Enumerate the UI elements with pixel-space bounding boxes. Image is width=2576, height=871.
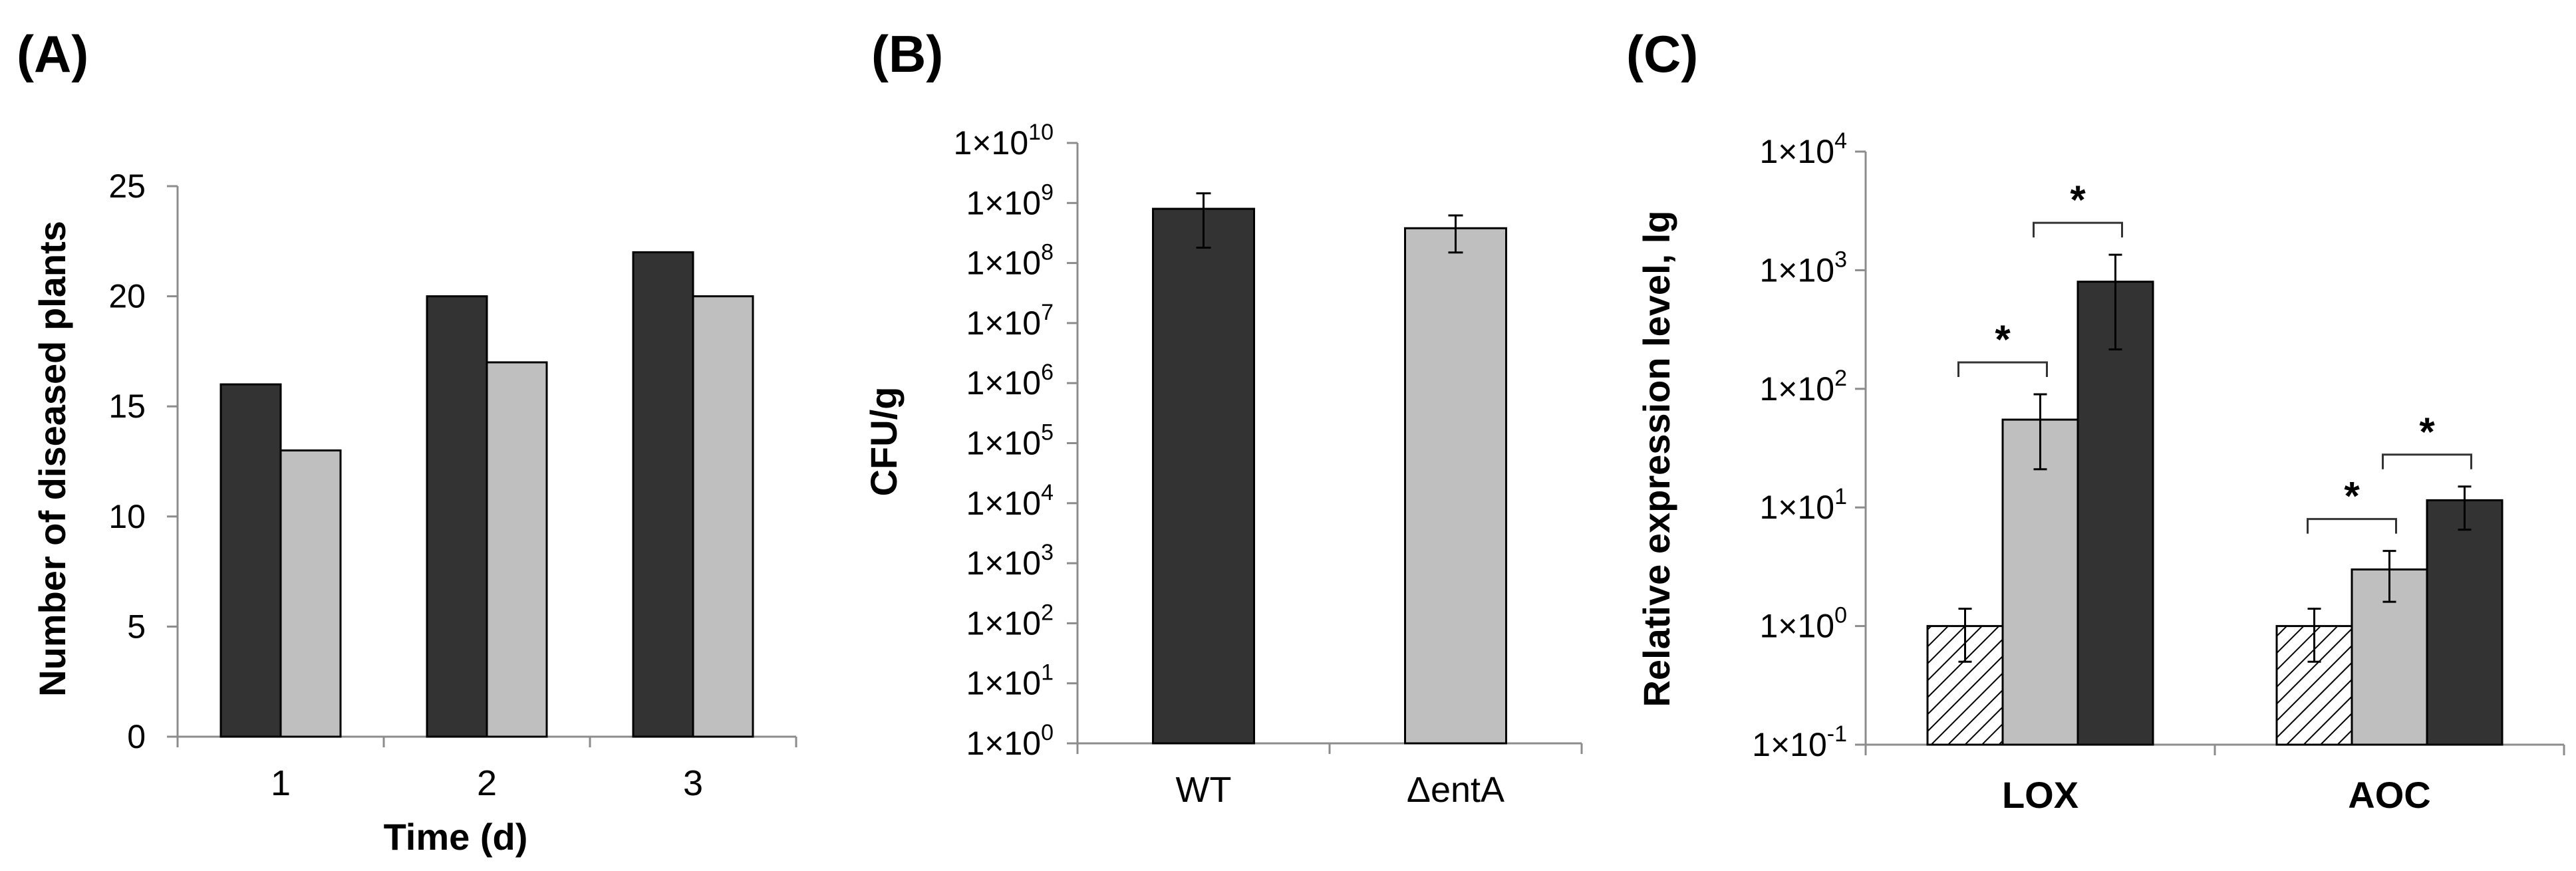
chart-b-ytick-label: 1×107: [966, 300, 1054, 342]
chart-b-ytick-label: 1×100: [966, 720, 1054, 762]
chart-b-ytick-label: 1×103: [966, 540, 1054, 582]
chart-a-ytick-label: 25: [108, 168, 146, 205]
chart-a-bar-dark: [426, 295, 488, 738]
chart-c-significance-bracket: [2307, 518, 2397, 534]
chart-b-ytick-label: 1×104: [966, 480, 1054, 522]
chart-b-bar: [1152, 207, 1255, 745]
chart-a-xlabel: Time (d): [384, 816, 528, 858]
chart-b-xtick-label: WT: [1176, 770, 1232, 810]
chart-c-ytick-label: 1×103: [1759, 247, 1847, 289]
chart-c-ytick-label: 1×104: [1759, 128, 1847, 170]
chart-a-ytick-label: 10: [108, 498, 146, 535]
chart-a-bar-dark: [632, 251, 694, 738]
chart-c-significance-star: *: [2419, 410, 2435, 454]
chart-b-ytick-label: 1×105: [966, 420, 1054, 462]
chart-c-ylabel: Relative expression level, lg: [1636, 210, 1677, 707]
chart-c-bar-dark: [2426, 499, 2504, 746]
chart-b-ytick-label: 1×109: [966, 180, 1054, 221]
chart-b-ytick-label: 1×1010: [954, 120, 1054, 162]
chart-a-ytick-label: 5: [127, 608, 146, 645]
chart-a-bar-dark: [219, 383, 282, 738]
chart-c: 1×10-1 1×100 1×101 1×102 1×103 1×104 LOX AOC * * *…: [1752, 128, 2565, 816]
chart-b-ylabel: CFU/g: [863, 387, 905, 497]
panel-label-c: (C): [1626, 25, 1698, 83]
chart-c-significance-bracket: [2382, 453, 2472, 469]
chart-b: 1×100 1×101 1×102 1×103 1×104 1×105 1×106 1×107…: [954, 120, 1583, 810]
chart-c-xtick-label: LOX: [2002, 774, 2078, 816]
chart-a-bar-light: [692, 295, 754, 738]
chart-c-ytick-label: 1×100: [1759, 603, 1847, 645]
chart-a-ylabel: Number of diseased plants: [31, 221, 73, 697]
chart-c-significance-star: *: [2070, 178, 2086, 222]
chart-c-significance-star: *: [2344, 474, 2360, 519]
chart-a: 0 5 10 15 20 25 1 2 3: [108, 168, 797, 803]
chart-a-xtick-label: 1: [271, 763, 291, 803]
chart-c-ytick-label: 1×102: [1759, 366, 1847, 408]
chart-b-ytick-label: 1×108: [966, 240, 1054, 282]
chart-a-xtick-label: 3: [683, 763, 703, 803]
chart-b-ytick-label: 1×106: [966, 360, 1054, 402]
chart-a-bar-light: [486, 361, 548, 738]
chart-b-ytick-label: 1×102: [966, 600, 1054, 642]
chart-a-ytick-label: 15: [108, 388, 146, 425]
chart-c-significance-bracket: [2033, 221, 2123, 238]
chart-c-significance-star: *: [1995, 317, 2011, 362]
chart-b-xtick-label: ΔentA: [1407, 770, 1504, 810]
chart-c-xtick-label: AOC: [2348, 774, 2430, 816]
panel-label-a: (A): [17, 25, 88, 83]
chart-c-ytick-label: 1×10-1: [1752, 721, 1847, 763]
chart-b-bar: [1404, 227, 1507, 745]
panel-label-b: (B): [871, 25, 943, 83]
chart-a-ytick-label: 20: [108, 278, 146, 315]
chart-c-significance-bracket: [1957, 361, 2048, 377]
chart-a-bar-light: [279, 449, 342, 738]
chart-c-ytick-label: 1×101: [1759, 484, 1847, 526]
chart-a-ytick-label: 0: [127, 718, 146, 755]
chart-a-xtick-label: 2: [477, 763, 497, 803]
chart-c-bar-dark: [2076, 281, 2154, 746]
chart-b-ytick-label: 1×101: [966, 660, 1054, 702]
